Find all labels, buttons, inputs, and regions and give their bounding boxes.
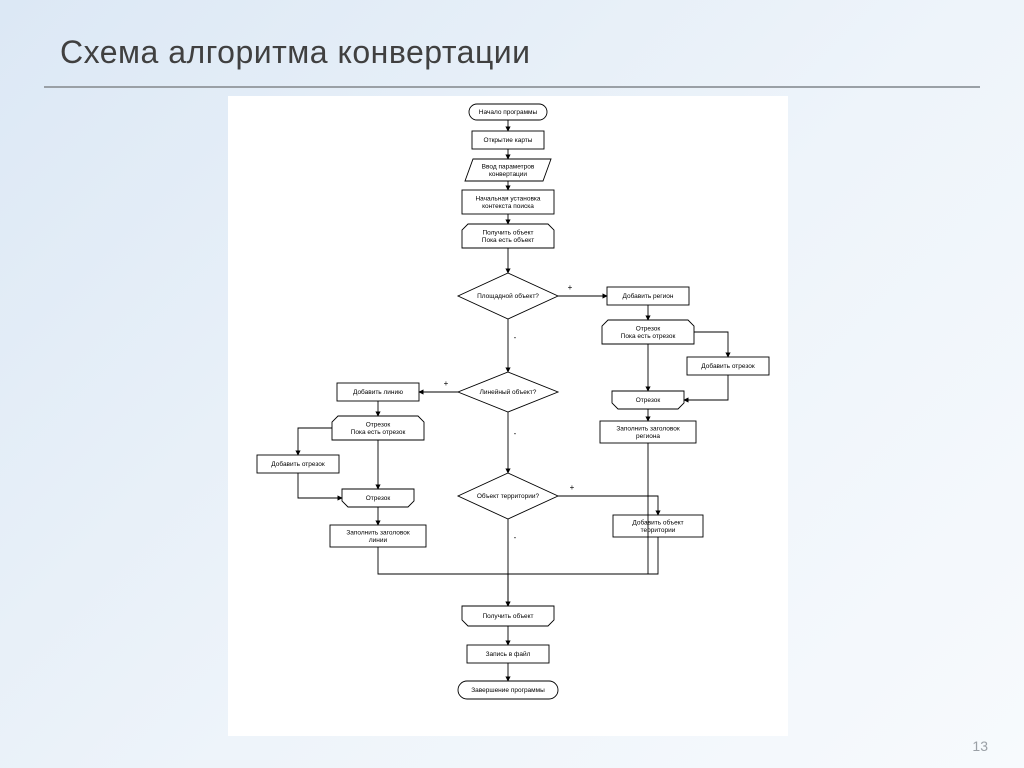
- node-n_input: Ввод параметровконвертации: [465, 159, 551, 181]
- svg-text:Добавить отрезок: Добавить отрезок: [271, 460, 325, 468]
- svg-text:Запись в файл: Запись в файл: [486, 650, 531, 658]
- node-d_area: Площадной объект?: [458, 273, 558, 319]
- svg-text:региона: региона: [636, 433, 660, 440]
- svg-text:Начало программы: Начало программы: [479, 109, 538, 116]
- svg-text:Завершение программы: Завершение программы: [471, 687, 545, 694]
- node-n_start: Начало программы: [469, 104, 547, 120]
- svg-text:Добавить линию: Добавить линию: [353, 388, 403, 396]
- svg-text:линии: линии: [369, 537, 388, 544]
- svg-text:Отрезок: Отрезок: [366, 421, 391, 428]
- node-n_open: Открытие карты: [472, 131, 544, 149]
- svg-text:Заполнить заголовок: Заполнить заголовок: [346, 529, 409, 536]
- node-n_save: Запись в файл: [467, 645, 549, 663]
- node-n_init: Начальная установкаконтекста поиска: [462, 190, 554, 214]
- node-n_addsegL: Добавить отрезок: [257, 455, 339, 473]
- svg-text:Ввод параметров: Ввод параметров: [482, 163, 535, 170]
- svg-text:+: +: [444, 379, 449, 388]
- node-n_loopLe: Отрезок: [342, 489, 414, 507]
- svg-text:Начальная установка: Начальная установка: [475, 195, 540, 202]
- svg-text:-: -: [514, 429, 517, 438]
- svg-text:контекста поиска: контекста поиска: [482, 203, 534, 210]
- svg-text:Отрезок: Отрезок: [636, 325, 661, 332]
- node-d_terr: Объект территории?: [458, 473, 558, 519]
- node-n_end: Завершение программы: [458, 681, 558, 699]
- node-n_fillR: Заполнить заголовокрегиона: [600, 421, 696, 443]
- svg-text:Заполнить заголовок: Заполнить заголовок: [616, 425, 679, 432]
- node-n_addreg: Добавить регион: [607, 287, 689, 305]
- node-n_addsegR: Добавить отрезок: [687, 357, 769, 375]
- node-n_loop1: Получить объектПока есть объект: [462, 224, 554, 248]
- flowchart-svg: Начало программы Открытие карты Ввод парам…: [228, 96, 788, 736]
- slide-title: Схема алгоритма конвертации: [60, 34, 531, 71]
- svg-text:Линейный объект?: Линейный объект?: [480, 388, 537, 396]
- svg-text:Добавить отрезок: Добавить отрезок: [701, 362, 755, 370]
- svg-text:-: -: [514, 533, 517, 542]
- svg-text:Добавить регион: Добавить регион: [623, 292, 674, 300]
- svg-text:конвертации: конвертации: [489, 171, 527, 178]
- node-n_loopL: ОтрезокПока есть отрезок: [332, 416, 424, 440]
- svg-text:Добавить объект: Добавить объект: [632, 518, 683, 526]
- svg-text:Объект территории?: Объект территории?: [477, 492, 540, 500]
- svg-text:Получить объект: Получить объект: [482, 228, 533, 236]
- svg-text:Пока есть отрезок: Пока есть отрезок: [351, 429, 406, 436]
- slide: Схема алгоритма конвертации 13 Начало пр…: [0, 0, 1024, 768]
- svg-text:Пока есть объект: Пока есть объект: [482, 236, 534, 244]
- node-n_loopRe: Отрезок: [612, 391, 684, 409]
- svg-text:Открытие карты: Открытие карты: [484, 137, 533, 144]
- svg-text:Пока есть отрезок: Пока есть отрезок: [621, 333, 676, 340]
- svg-text:+: +: [568, 283, 573, 292]
- svg-text:+: +: [570, 483, 575, 492]
- node-n_fillL: Заполнить заголовоклинии: [330, 525, 426, 547]
- title-rule: [44, 86, 980, 88]
- node-n_addline: Добавить линию: [337, 383, 419, 401]
- svg-text:-: -: [514, 333, 517, 342]
- page-number: 13: [972, 738, 988, 754]
- node-n_addterr: Добавить объекттерритории: [613, 515, 703, 537]
- flowchart-canvas: Начало программы Открытие карты Ввод парам…: [228, 96, 788, 736]
- node-n_loop1e: Получить объект: [462, 606, 554, 626]
- svg-text:территории: территории: [641, 527, 676, 534]
- svg-text:Площадной объект?: Площадной объект?: [477, 292, 539, 300]
- svg-text:Отрезок: Отрезок: [636, 397, 661, 404]
- svg-text:Отрезок: Отрезок: [366, 495, 391, 502]
- node-d_line: Линейный объект?: [458, 372, 558, 412]
- node-n_loopR: ОтрезокПока есть отрезок: [602, 320, 694, 344]
- svg-text:Получить объект: Получить объект: [482, 612, 533, 620]
